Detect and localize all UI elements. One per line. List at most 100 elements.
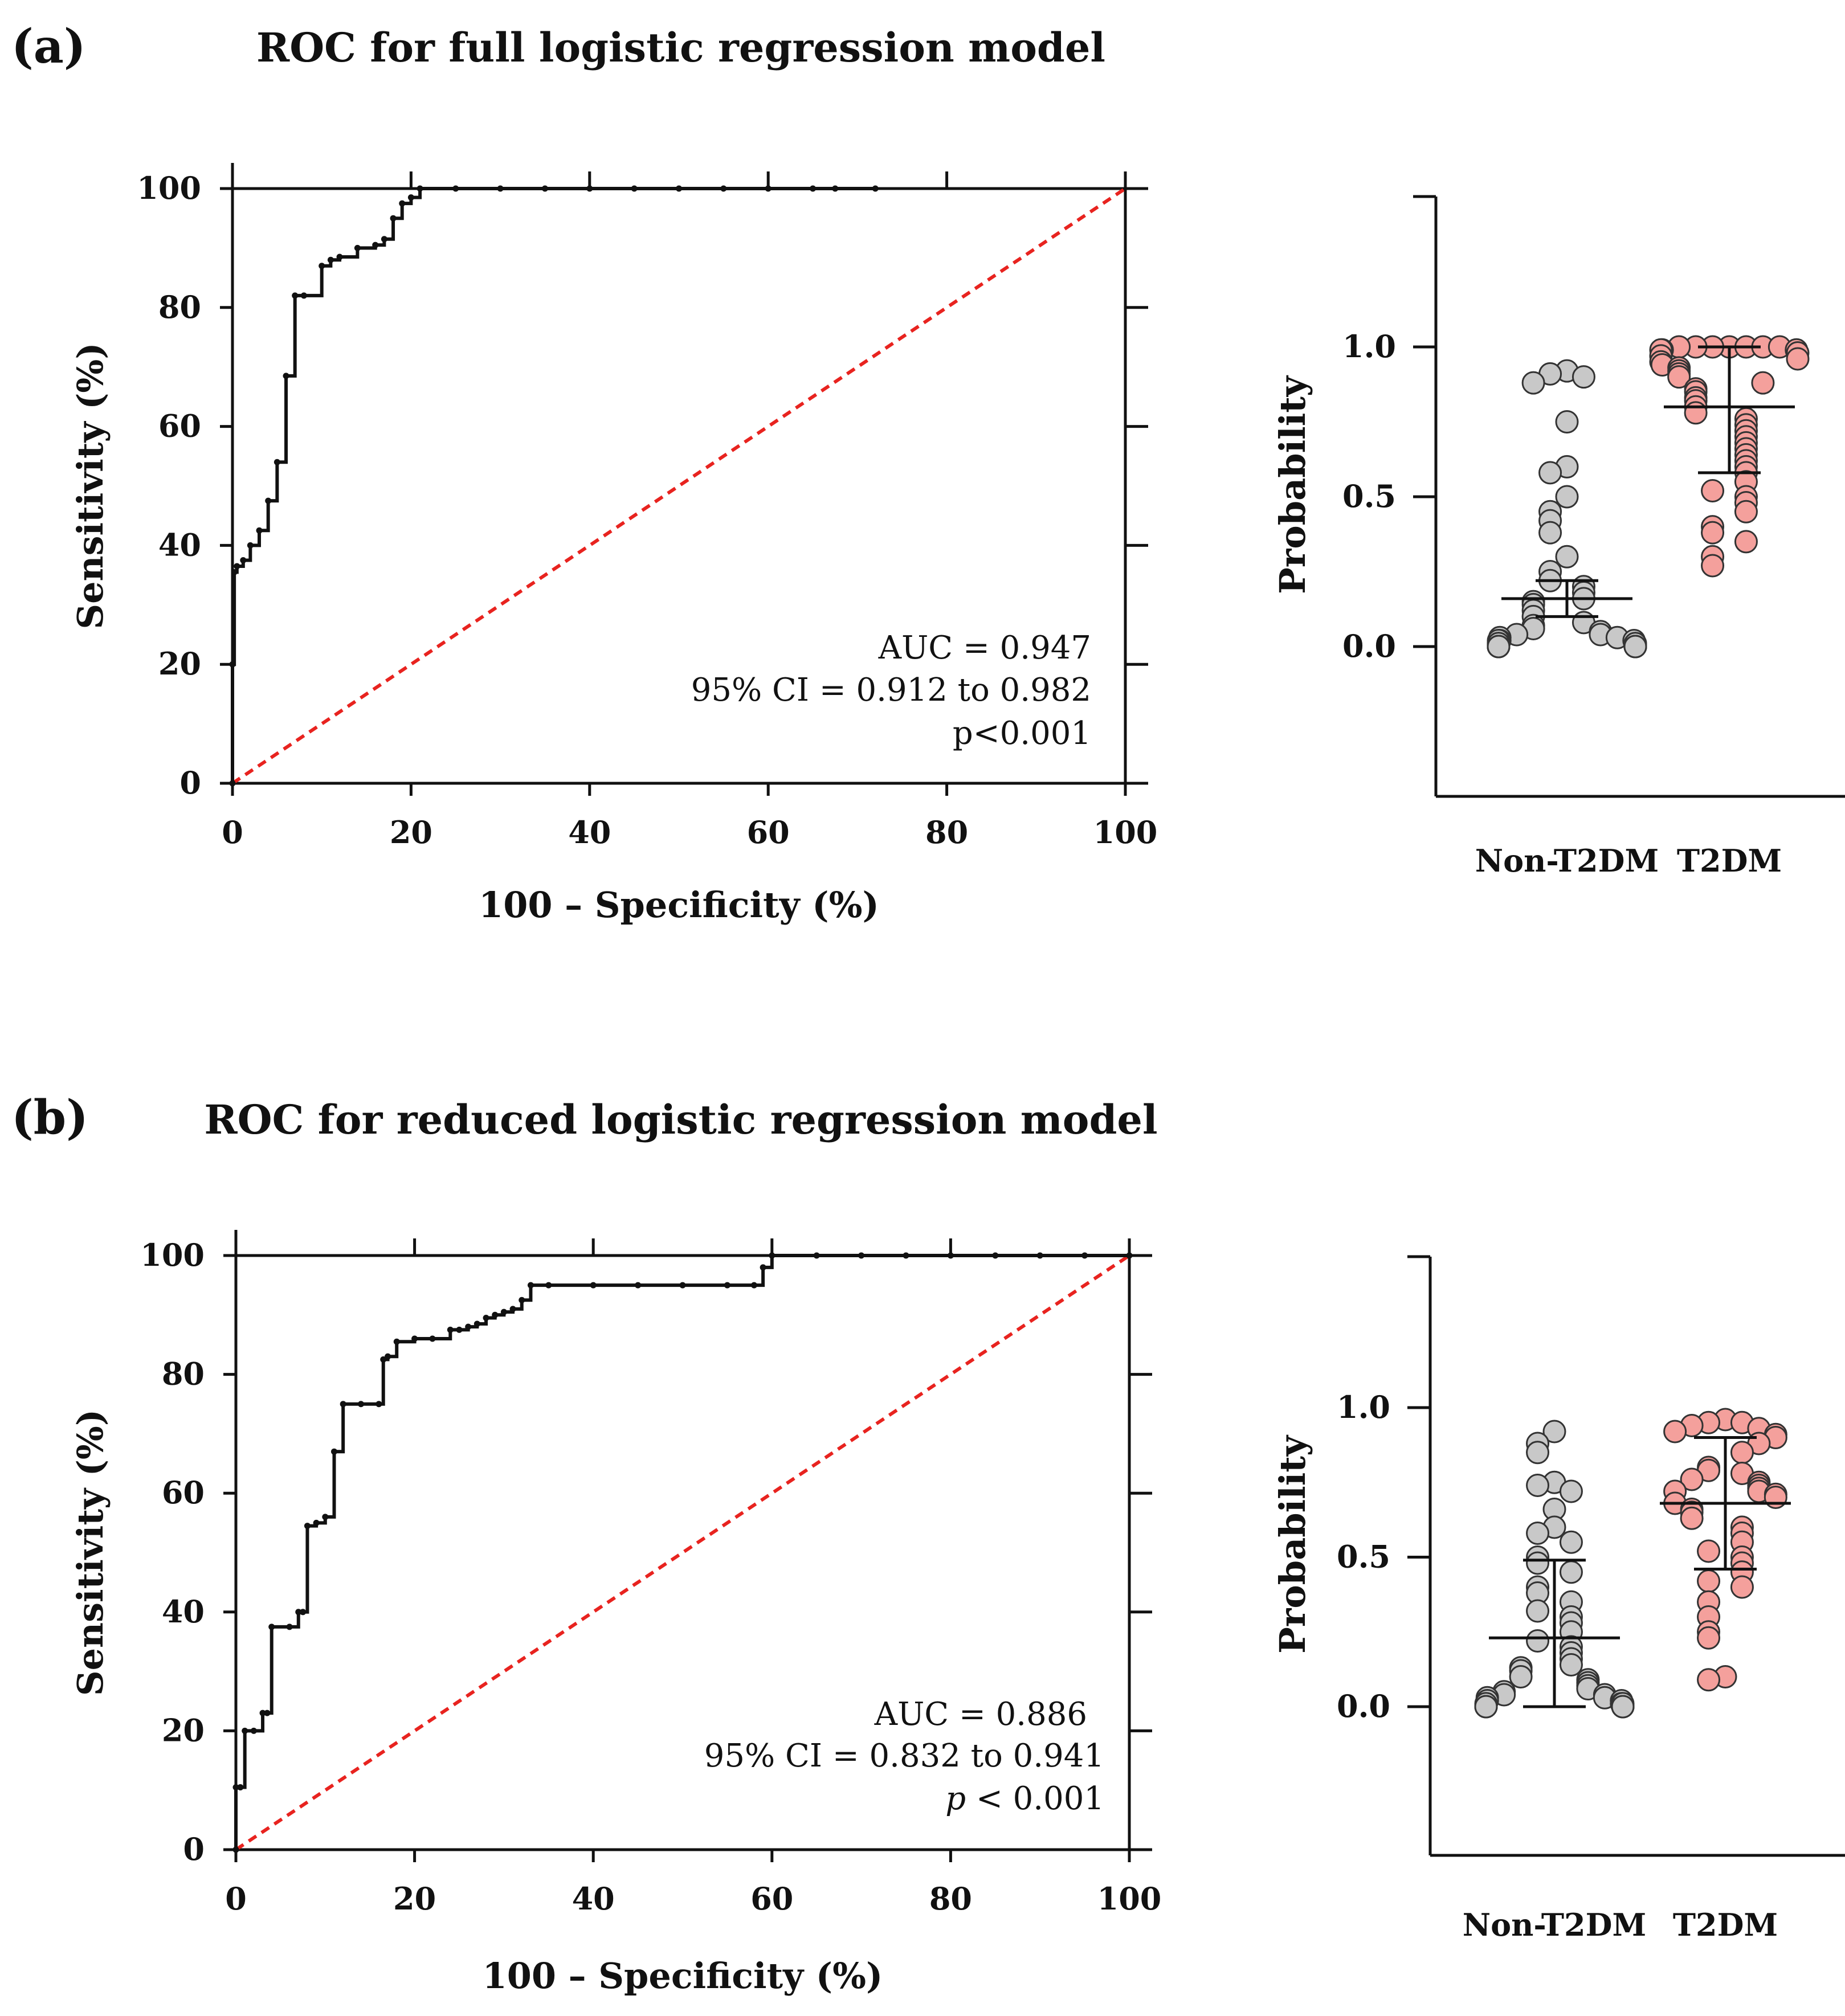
roc-point (872, 185, 879, 192)
roc-point (417, 185, 423, 192)
panel-label: (a) (11, 19, 86, 74)
probability-point (1667, 365, 1691, 389)
probability-point (1559, 1560, 1583, 1584)
roc-point (631, 185, 638, 192)
probability-point (1526, 1441, 1550, 1465)
y-axis-label: Sensitivity (%) (70, 342, 111, 629)
probability-point (1697, 1668, 1721, 1692)
roc-panel-a: (a) ROC for full logistic regression mode… (11, 19, 1157, 926)
roc-point (483, 1315, 489, 1322)
x-tick-label: 100 (1097, 1880, 1162, 1917)
annotation: 95% CI = 0.912 to 0.982 (691, 672, 1091, 709)
roc-point (232, 1846, 239, 1853)
probability-point (1521, 371, 1545, 395)
probability-point (1764, 1486, 1787, 1509)
x-tick-label: 80 (925, 814, 968, 850)
roc-point (810, 185, 817, 192)
probability-point (1555, 410, 1579, 434)
roc-point (237, 1784, 244, 1790)
roc-point (381, 236, 387, 243)
probability-point (1611, 1695, 1635, 1719)
category-label: T2DM (1677, 843, 1782, 879)
roc-point (375, 1401, 382, 1408)
probability-point (1701, 479, 1725, 502)
roc-point (234, 563, 240, 570)
probability-point (1538, 521, 1562, 545)
probability-point (1663, 1420, 1687, 1443)
x-axis-label: 100 – Specificity (%) (479, 884, 879, 926)
roc-point (259, 1710, 266, 1716)
x-tick-label: 20 (393, 1880, 436, 1917)
category-label: Non-T2DM (1463, 1907, 1646, 1943)
panel-label: (b) (11, 1090, 88, 1145)
x-tick-label: 40 (572, 1880, 615, 1917)
roc-point (304, 1523, 311, 1530)
roc-point (813, 1252, 820, 1259)
probability-panel-b: 0.0 0.5 1.0 Probability Non-T2DM T2DM (1272, 1255, 1845, 1943)
roc-point (393, 1338, 400, 1345)
roc-point (319, 263, 325, 269)
annotation: 95% CI = 0.832 to 0.941 (704, 1737, 1104, 1774)
y-tick-label: 60 (158, 408, 201, 444)
roc-point (769, 1252, 775, 1259)
x-tick-label: 60 (747, 814, 790, 850)
roc-point (380, 1356, 387, 1363)
probability-point (1571, 365, 1595, 389)
roc-point (250, 1727, 257, 1734)
roc-point (456, 1326, 463, 1333)
x-tick-label: 80 (929, 1880, 972, 1917)
y-tick-label: 20 (162, 1712, 205, 1748)
y-tick-label: 0.0 (1342, 628, 1396, 664)
probability-point (1623, 635, 1647, 659)
roc-point (229, 780, 236, 787)
probability-point (1526, 1599, 1550, 1623)
probability-point (1526, 1474, 1550, 1497)
roc-point (242, 1727, 248, 1734)
y-tick-label: 0 (179, 764, 201, 801)
probability-point (1555, 485, 1579, 509)
roc-point (474, 1320, 480, 1327)
annotation: p<0.001 (953, 715, 1091, 752)
roc-point (452, 185, 459, 192)
y-tick-label: 0 (183, 1831, 205, 1867)
probability-point (1474, 1695, 1498, 1719)
y-tick-label: 20 (158, 645, 201, 682)
probability-point (1684, 401, 1708, 425)
reference-line (235, 1254, 1130, 1851)
probability-point (1542, 1420, 1566, 1443)
roc-point (372, 242, 379, 248)
roc-point (500, 1308, 507, 1315)
roc-point (265, 497, 272, 504)
probability-point (1559, 1479, 1583, 1503)
roc-point (264, 1710, 271, 1716)
x-tick-label: 0 (225, 1880, 247, 1917)
probability-point (1538, 461, 1562, 485)
roc-point (992, 1252, 999, 1259)
roc-point (679, 1282, 686, 1289)
roc-point (283, 373, 289, 379)
y-tick-label: 100 (140, 1237, 205, 1273)
roc-point (390, 215, 397, 222)
roc-point (274, 459, 280, 465)
y-tick-label: 0.0 (1337, 1688, 1390, 1724)
x-tick-label: 100 (1093, 814, 1158, 850)
roc-point (232, 1784, 239, 1790)
probability-point (1786, 347, 1810, 371)
probability-point (1680, 1506, 1704, 1530)
probability-point (1697, 1539, 1721, 1563)
roc-point (385, 1353, 391, 1360)
probability-point (1730, 1575, 1754, 1599)
category-label: Non-T2DM (1475, 843, 1659, 879)
y-tick-label: 1.0 (1342, 328, 1396, 365)
y-tick-label: 80 (158, 289, 201, 325)
roc-point (541, 185, 548, 192)
probability-point (1734, 530, 1758, 554)
roc-point (465, 1323, 472, 1330)
y-tick-label: 1.0 (1337, 1389, 1390, 1425)
y-tick-label: 0.5 (1342, 478, 1396, 514)
roc-point (358, 1401, 365, 1408)
probability-point (1701, 554, 1725, 578)
roc-point (240, 557, 247, 563)
x-tick-label: 20 (390, 814, 432, 850)
